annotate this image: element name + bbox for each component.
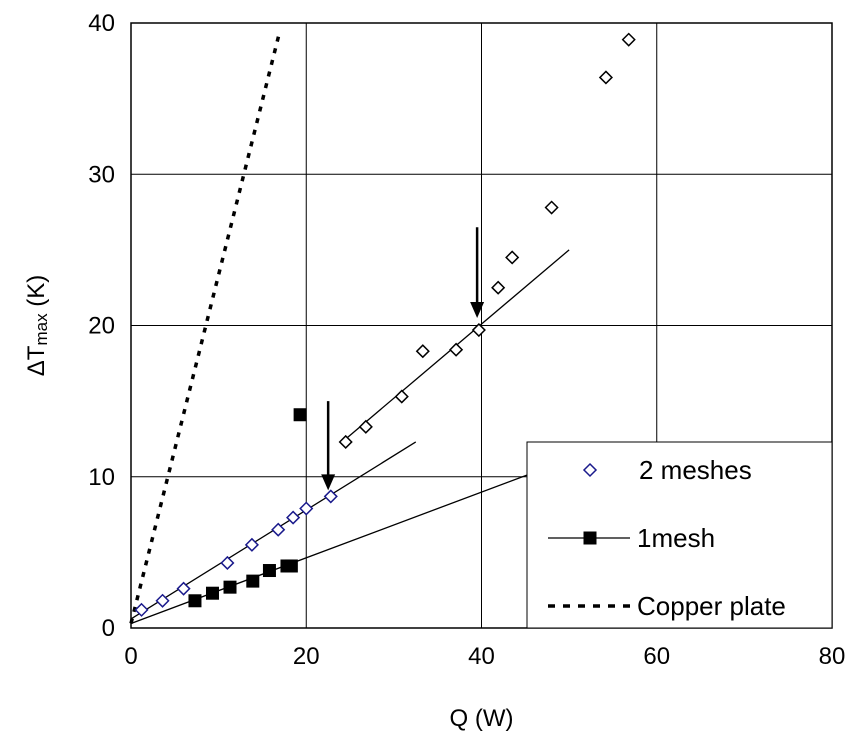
arrow-head — [321, 474, 336, 491]
x-tick-label: 0 — [124, 643, 137, 670]
data-point-2-meshes — [155, 593, 170, 608]
data-point-1mesh — [205, 586, 219, 600]
x-tick-labels: 0 20 40 60 80 — [124, 643, 845, 670]
legend-item: 2 meshes — [582, 455, 752, 485]
x-axis-label: Q (W) — [450, 705, 514, 732]
data-point-2-meshes — [621, 32, 636, 47]
legend: 2 meshes 1mesh Copper plate — [526, 441, 833, 629]
data-point-1mesh — [262, 564, 276, 578]
data-point-1mesh — [284, 559, 298, 573]
data-point-2-meshes — [491, 280, 506, 295]
data-point-2-meshes — [134, 602, 149, 617]
fit-lines — [129, 30, 570, 625]
x-tick-label: 40 — [468, 643, 495, 670]
copper-plate-line — [129, 30, 282, 624]
data-point-2-meshes — [323, 489, 338, 504]
y-axis-label: ΔTmax (K) — [23, 275, 51, 377]
legend-label: 1mesh — [637, 523, 715, 553]
data-point-2-meshes — [505, 250, 520, 265]
legend-marker — [583, 531, 597, 545]
data-point-1mesh — [223, 580, 237, 594]
y-tick-label: 10 — [88, 464, 115, 491]
y-axis-label-subscript: max — [32, 313, 51, 346]
x-tick-label: 20 — [293, 643, 320, 670]
data-point-2-meshes — [358, 419, 373, 434]
grid — [131, 23, 832, 628]
legend-item: Copper plate — [548, 591, 786, 621]
data-point-2-meshes — [544, 200, 559, 215]
data-point-2-meshes — [176, 581, 191, 596]
data-point-2-meshes — [449, 342, 464, 357]
data-point-2-meshes — [471, 322, 486, 338]
y-tick-label: 20 — [88, 313, 115, 340]
arrows — [321, 227, 485, 491]
data-point-2-meshes — [271, 522, 286, 537]
arrow-head — [470, 301, 485, 318]
legend-box — [526, 441, 833, 629]
data-point-2-meshes — [299, 501, 314, 516]
legend-item: 1mesh — [548, 523, 715, 553]
data-point-2-meshes — [244, 537, 259, 552]
data-point-1mesh — [293, 408, 307, 422]
y-tick-label: 30 — [88, 161, 115, 188]
data-point-2-meshes — [220, 555, 235, 571]
data-point-2-meshes — [286, 510, 301, 525]
y-tick-label: 40 — [88, 10, 115, 37]
data-point-2-meshes — [394, 389, 409, 404]
legend-label: Copper plate — [637, 591, 786, 621]
data-point-1mesh — [246, 574, 260, 588]
data-point-2-meshes — [415, 344, 430, 359]
y-axis-label-symbol: ΔT — [23, 345, 50, 376]
data-point-2-meshes — [598, 70, 613, 85]
x-tick-label: 60 — [643, 643, 670, 670]
y-axis-label-unit: (K) — [23, 275, 50, 314]
y-tick-labels: 0 10 20 30 40 — [88, 10, 115, 642]
plot-frame — [130, 22, 833, 629]
legend-marker — [582, 462, 598, 478]
x-tick-label: 80 — [819, 643, 846, 670]
legend-label: 2 meshes — [639, 455, 752, 485]
data-markers — [134, 32, 636, 617]
data-point-2-meshes — [338, 434, 353, 450]
y-tick-label: 0 — [102, 615, 115, 642]
data-point-1mesh — [188, 594, 202, 608]
